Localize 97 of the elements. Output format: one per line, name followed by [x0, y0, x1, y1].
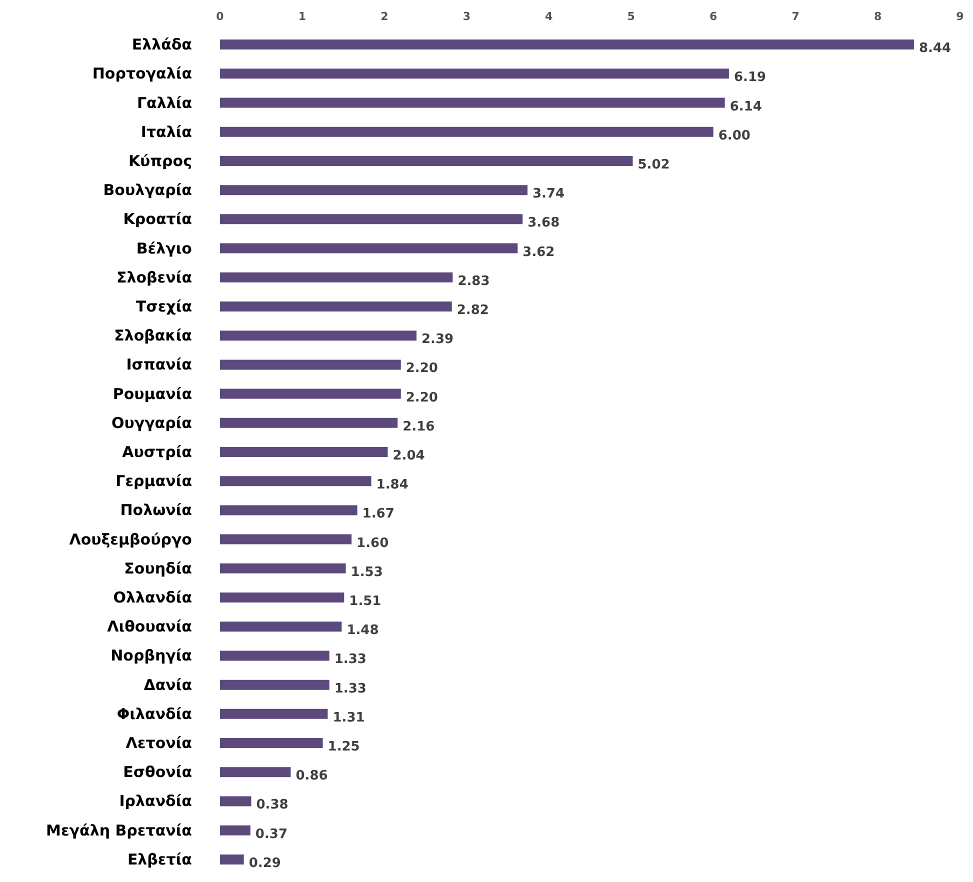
- y-tick-label: Τσεχία: [136, 297, 192, 316]
- bar: [220, 796, 252, 806]
- data-label: 1.33: [334, 652, 366, 668]
- data-label: 2.20: [406, 390, 438, 406]
- x-tick-label: 7: [792, 10, 800, 23]
- x-tick-label: 4: [545, 10, 554, 23]
- bar: [220, 854, 244, 864]
- y-tick-label: Πορτογαλία: [92, 64, 192, 83]
- bar: [220, 185, 528, 196]
- data-label: 5.02: [638, 157, 670, 172]
- bar: [220, 388, 401, 399]
- bar: [220, 447, 388, 457]
- data-label: 0.37: [255, 826, 288, 842]
- data-label: 1.53: [350, 564, 383, 580]
- data-label: 1.51: [349, 594, 382, 610]
- data-label: 0.86: [296, 768, 328, 784]
- bar: [220, 767, 291, 778]
- bar: [220, 68, 729, 79]
- y-tick-label: Σλοβακία: [114, 326, 192, 345]
- y-tick-label: Εσθονία: [123, 763, 192, 782]
- data-label: 2.16: [402, 419, 435, 434]
- y-tick-label: Ελβετία: [127, 850, 192, 868]
- bar: [220, 650, 330, 661]
- data-label: 2.83: [458, 274, 490, 289]
- x-tick-label: 6: [710, 10, 718, 23]
- bar: [220, 622, 342, 632]
- data-label: 3.68: [528, 216, 560, 231]
- y-tick-label: Γαλλία: [137, 94, 192, 112]
- data-label: 8.44: [918, 41, 952, 56]
- bar: [220, 825, 250, 836]
- data-label: 1.25: [328, 740, 360, 755]
- y-tick-label: Νορβηγία: [110, 646, 192, 665]
- y-tick-label: Ουγγαρία: [111, 414, 192, 432]
- bar: [220, 126, 714, 137]
- x-tick-label: 1: [298, 10, 306, 23]
- data-label: 1.33: [334, 681, 366, 696]
- y-tick-label: Μεγάλη Βρετανία: [46, 821, 192, 840]
- bar: [220, 156, 633, 166]
- y-tick-label: Πολωνία: [120, 501, 192, 520]
- y-tick-label: Ολλανδία: [113, 588, 192, 607]
- y-tick-label: Λουξεμβούργο: [69, 530, 192, 548]
- bar: [220, 534, 352, 544]
- y-tick-label: Κύπρος: [128, 152, 192, 170]
- data-label: 1.84: [376, 478, 408, 493]
- y-tick-label: Λιθουανία: [107, 618, 192, 636]
- data-label: 1.60: [356, 536, 389, 551]
- bar: [220, 476, 372, 486]
- data-label: 0.29: [248, 856, 281, 871]
- bar: [220, 708, 328, 719]
- bar: [220, 301, 452, 312]
- bar: [220, 418, 398, 428]
- data-label: 0.38: [256, 798, 288, 813]
- data-label: 2.04: [392, 448, 425, 464]
- x-tick-label: 3: [462, 10, 470, 23]
- y-tick-label: Σλοβενία: [116, 268, 192, 286]
- data-label: 6.19: [734, 70, 766, 86]
- y-tick-label: Ελλάδα: [132, 36, 192, 54]
- y-tick-label: Λετονία: [126, 734, 192, 752]
- data-label: 3.74: [532, 186, 565, 202]
- x-tick-label: 2: [380, 10, 388, 23]
- data-label: 2.82: [456, 302, 489, 318]
- data-label: 1.48: [346, 623, 379, 638]
- x-tick-label: 9: [956, 10, 964, 23]
- data-label: 1.31: [332, 710, 365, 726]
- x-tick-label: 5: [627, 10, 635, 23]
- bar: [220, 243, 518, 254]
- y-tick-label: Βέλγιο: [136, 239, 192, 258]
- bar: [220, 563, 346, 574]
- data-label: 3.62: [522, 244, 555, 260]
- y-tick-label: Αυστρία: [122, 443, 192, 461]
- data-label: 6.14: [730, 99, 762, 114]
- data-label: 2.20: [406, 361, 438, 376]
- y-tick-label: Φιλανδία: [116, 704, 192, 723]
- bar: [220, 40, 914, 50]
- y-tick-label: Ρουμανία: [112, 384, 192, 403]
- y-tick-label: Ισπανία: [126, 356, 192, 374]
- y-tick-label: Γερμανία: [116, 472, 192, 490]
- bar: [220, 592, 344, 603]
- bar: [220, 214, 523, 224]
- data-label: 1.67: [362, 506, 394, 522]
- y-tick-label: Κροατία: [123, 210, 192, 228]
- x-tick-label: 8: [874, 10, 882, 23]
- y-tick-label: Ιταλία: [140, 122, 192, 141]
- bar: [220, 680, 330, 690]
- y-tick-label: Δανία: [144, 676, 192, 694]
- bar: [220, 98, 725, 108]
- x-tick-label: 0: [216, 10, 224, 23]
- bar: [220, 330, 417, 341]
- bar: [220, 272, 453, 282]
- y-tick-label: Βουλγαρία: [103, 181, 192, 200]
- data-label: 2.39: [422, 332, 454, 348]
- bar: [220, 505, 358, 516]
- bar: [220, 738, 323, 748]
- y-tick-label: Ιρλανδία: [119, 792, 192, 810]
- data-label: 6.00: [718, 128, 750, 144]
- y-tick-label: Σουηδία: [124, 559, 192, 578]
- bar: [220, 360, 401, 370]
